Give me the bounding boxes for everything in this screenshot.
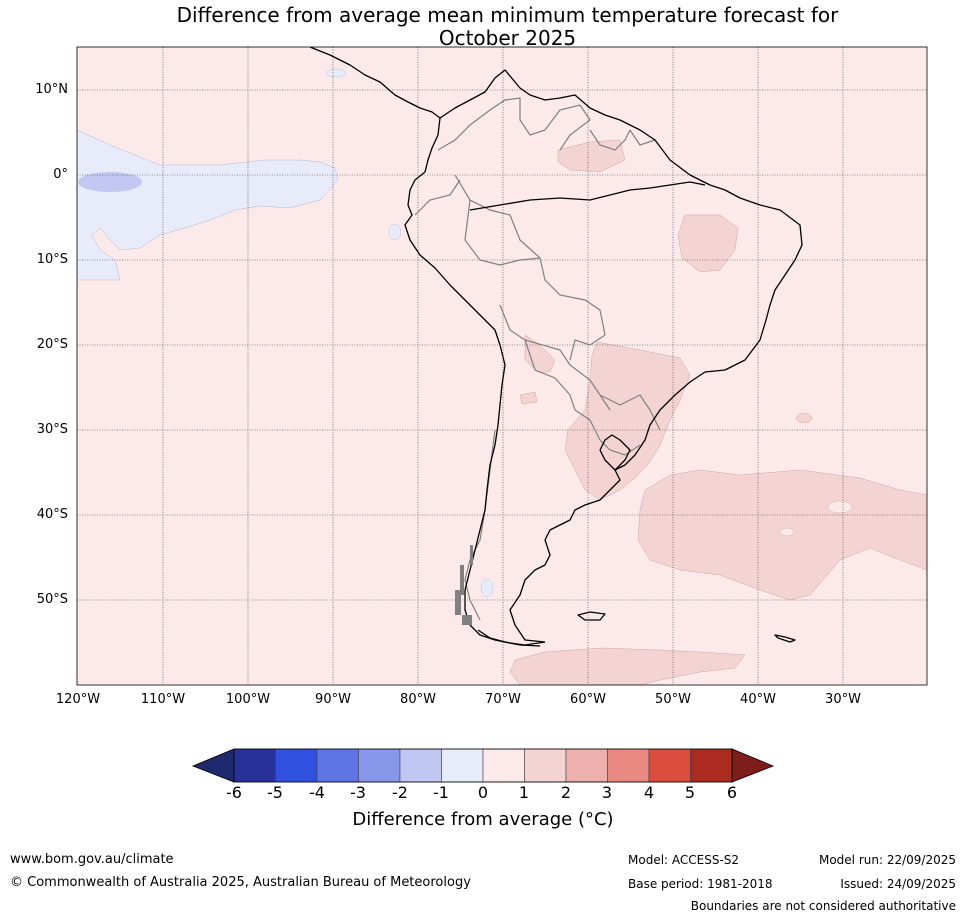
- colorbar-tick: -1: [433, 783, 449, 802]
- gridlines: [77, 47, 927, 685]
- anomaly-fill-minus1-0: [77, 129, 339, 281]
- colorbar-tick: 6: [726, 783, 738, 802]
- footer-model-run: Model run: 22/09/2025: [818, 853, 956, 867]
- lat-label: 50°S: [36, 592, 68, 607]
- footer-model: Model: ACCESS-S2: [628, 853, 740, 867]
- anomaly-fill-minus2-minus1: [78, 172, 142, 192]
- lon-label: 80°W: [400, 692, 436, 707]
- colorbar-segment: [648, 748, 691, 783]
- colorbar-segment: [607, 748, 650, 783]
- colorbar: [191, 748, 775, 783]
- central-america-coast: [309, 47, 441, 173]
- colorbar-tick: -2: [392, 783, 408, 802]
- title-line-2: October 2025: [438, 26, 577, 50]
- lat-label: 0°: [53, 167, 68, 182]
- colorbar-tick: 3: [601, 783, 613, 802]
- falkland-islands: [577, 611, 606, 621]
- colorbar-tick: -4: [309, 783, 325, 802]
- lat-label: 30°S: [36, 422, 68, 437]
- footer-copyright: © Commonwealth of Australia 2025, Austra…: [10, 875, 471, 890]
- colorbar-segment: [524, 748, 567, 783]
- colorbar-segment: [275, 748, 318, 783]
- lat-label: 10°S: [36, 252, 68, 267]
- anomaly-hole-1: [827, 500, 853, 514]
- colorbar-tick: -5: [267, 783, 283, 802]
- colorbar-tick: -3: [350, 783, 366, 802]
- amazon-river: [469, 181, 706, 211]
- map-frame: [76, 46, 928, 686]
- coastline: [309, 47, 803, 647]
- lon-label: 120°W: [55, 692, 101, 707]
- colorbar-segment: [441, 748, 484, 783]
- footer-disclaimer: Boundaries are not considered authoritat…: [690, 899, 956, 913]
- anomaly-hole-2: [779, 527, 795, 537]
- lon-label: 90°W: [315, 692, 351, 707]
- anomaly-patch-patagonia: [480, 578, 494, 598]
- lon-label: 50°W: [655, 692, 691, 707]
- footer-website: www.bom.gov.au/climate: [10, 852, 174, 867]
- colorbar-frame: [233, 748, 733, 783]
- tierra-del-fuego: [477, 629, 541, 647]
- rio-de-la-plata: [509, 434, 631, 643]
- title-line-1: Difference from average mean minimum tem…: [176, 3, 839, 27]
- south-america-north-coast: [439, 69, 803, 471]
- south-georgia: [774, 634, 796, 643]
- lat-label: 10°N: [35, 82, 68, 97]
- colorbar-label: Difference from average (°C): [352, 809, 614, 830]
- anomaly-patch-galapagos: [388, 223, 402, 241]
- colorbar-segment: [565, 748, 608, 783]
- lon-label: 60°W: [570, 692, 606, 707]
- lat-label: 40°S: [36, 507, 68, 522]
- lon-label: 110°W: [140, 692, 186, 707]
- colorbar-tick: -6: [226, 783, 242, 802]
- colorbar-segment: [690, 748, 733, 783]
- anomaly-patch-small: [325, 68, 347, 78]
- map-title: Difference from average mean minimum tem…: [0, 4, 965, 50]
- lon-label: 30°W: [825, 692, 861, 707]
- colorbar-tick: 5: [684, 783, 696, 802]
- lon-label: 100°W: [225, 692, 271, 707]
- colorbar-under-triangle: [191, 748, 235, 783]
- footer-issued: Issued: 24/09/2025: [840, 877, 956, 891]
- colorbar-segment: [482, 748, 525, 783]
- archipelago-fragments: [455, 545, 473, 625]
- colorbar-tick: 4: [643, 783, 655, 802]
- colorbar-tick: 1: [518, 783, 530, 802]
- lat-label: 20°S: [36, 337, 68, 352]
- colorbar-segment: [316, 748, 359, 783]
- lon-label: 70°W: [485, 692, 521, 707]
- colorbar-segment: [233, 748, 276, 783]
- lon-label: 40°W: [740, 692, 776, 707]
- colorbar-tick: 0: [477, 783, 489, 802]
- footer-base-period: Base period: 1981-2018: [628, 877, 773, 891]
- colorbar-tick: 2: [560, 783, 572, 802]
- colorbar-over-triangle: [731, 748, 775, 783]
- colorbar-segment: [358, 748, 401, 783]
- colorbar-segment: [399, 748, 442, 783]
